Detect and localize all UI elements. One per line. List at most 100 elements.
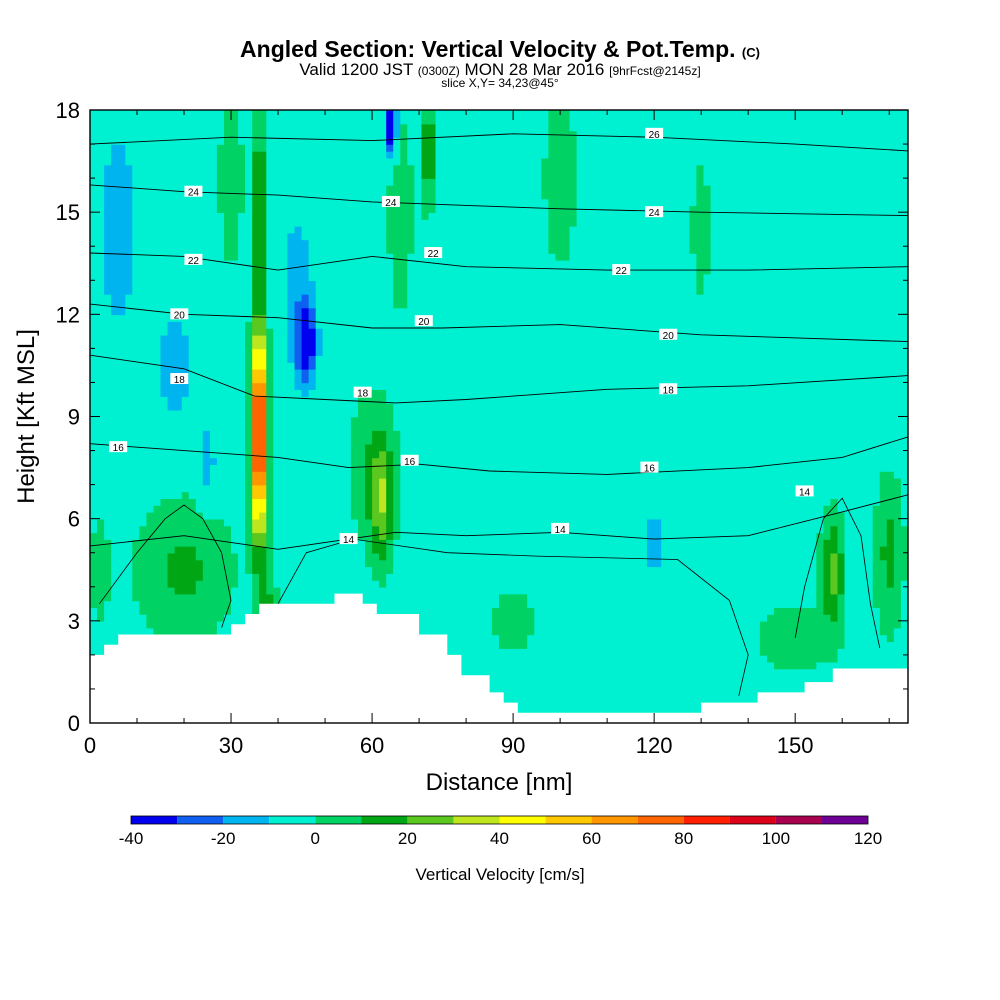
heatmap-cell [216,559,225,568]
heatmap-cell [146,593,155,602]
heatmap-cell [449,498,458,506]
heatmap-cell [181,443,190,452]
heatmap-cell [358,518,366,527]
heatmap-cell [132,409,141,418]
heatmap-cell [463,198,472,207]
heatmap-cell [470,287,479,295]
heatmap-cell [181,484,190,493]
heatmap-cell [174,614,183,622]
heatmap-cell [336,225,345,234]
heatmap-cell [463,293,472,302]
heatmap-cell [294,212,303,220]
heatmap-cell [407,559,416,568]
heatmap-cell [308,246,317,254]
heatmap-cell [181,586,190,595]
heatmap-cell [386,450,395,459]
heatmap-cell [125,409,134,418]
heatmap-cell [202,614,211,622]
heatmap-cell [477,600,486,608]
heatmap-cell [125,464,134,472]
heatmap-cell [160,600,169,608]
heatmap-cell [132,164,141,173]
heatmap-cell [245,539,253,547]
heatmap-cell [231,600,239,608]
heatmap-cell [132,382,141,390]
heatmap-cell [336,191,345,200]
heatmap-cell [442,280,451,288]
heatmap-cell [343,511,352,520]
heatmap-cell [428,116,437,125]
heatmap-cell [167,293,176,302]
heatmap-cell [90,409,98,418]
heatmap-cell [104,184,112,193]
heatmap-cell [238,552,246,561]
heatmap-cell [125,123,134,132]
heatmap-cell [132,171,141,179]
heatmap-cell [90,396,98,404]
heatmap-cell [470,355,479,363]
heatmap-cell [336,205,345,213]
heatmap-cell [252,110,261,118]
heatmap-cell [111,491,120,499]
heatmap-cell [336,430,345,438]
heatmap-cell [322,130,331,138]
heatmap-cell [456,593,465,602]
heatmap-cell [442,409,451,418]
heatmap-cell [315,396,324,404]
heatmap-cell [216,505,225,513]
heatmap-cell [372,491,380,499]
heatmap-cell [350,293,359,302]
heatmap-cell [386,246,395,254]
heatmap-cell [456,266,465,275]
heatmap-cell [97,532,105,540]
heatmap-cell [365,471,373,479]
heatmap-cell [287,532,296,540]
heatmap-cell [463,634,472,643]
heatmap-cell [202,341,211,350]
heatmap-cell [209,573,218,581]
heatmap-cell [315,443,324,452]
heatmap-cell [209,566,218,574]
heatmap-cell [343,253,352,261]
heatmap-cell [470,164,479,173]
heatmap-cell [329,225,338,234]
heatmap-cell [421,280,430,288]
heatmap-cell [372,225,380,234]
heatmap-cell [125,620,134,629]
heatmap-cell [301,573,310,581]
heatmap-cell [315,382,324,390]
heatmap-cell [456,300,465,309]
heatmap-cell [188,416,197,425]
heatmap-cell [322,402,331,411]
heatmap-cell [153,157,162,166]
heatmap-cell [308,157,317,166]
heatmap-cell [266,110,275,118]
heatmap-cell [358,586,366,595]
heatmap-cell [97,552,105,561]
heatmap-cell [421,259,430,268]
heatmap-cell [202,573,211,581]
heatmap-cell [393,123,402,132]
heatmap-cell [245,464,253,472]
heatmap-cell [202,525,211,534]
heatmap-cell [308,137,317,145]
heatmap-cell [139,123,148,132]
heatmap-cell [407,253,416,261]
heatmap-cell [245,484,253,493]
heatmap-cell [146,552,155,561]
heatmap-cell [273,212,282,220]
heatmap-cell [266,436,275,445]
heatmap-cell [449,634,458,643]
heatmap-cell [456,123,465,132]
heatmap-cell [372,266,380,275]
heatmap-cell [365,552,373,561]
heatmap-cell [386,600,395,608]
heatmap-cell [153,607,162,615]
heatmap-cell [216,300,225,309]
heatmap-cell [153,532,162,540]
heatmap-cell [343,396,352,404]
heatmap-cell [477,477,486,486]
heatmap-cell [202,355,211,363]
heatmap-cell [414,532,423,540]
heatmap-cell [153,620,162,629]
